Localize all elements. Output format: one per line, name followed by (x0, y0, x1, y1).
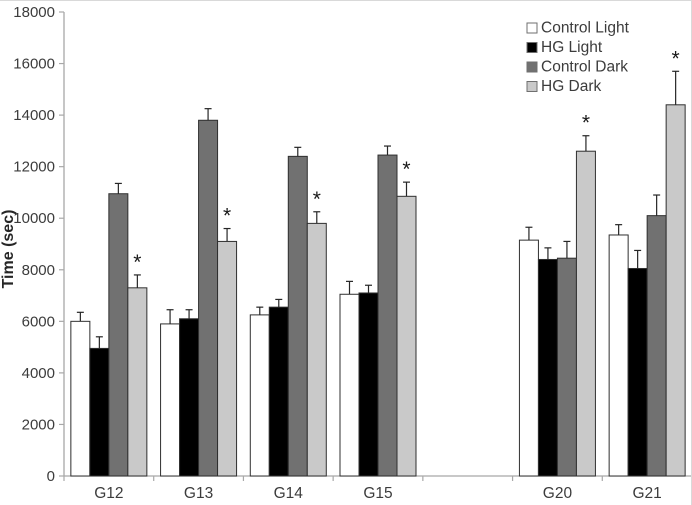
y-axis-tick-label: 10000 (13, 210, 55, 227)
legend-swatch (526, 42, 538, 53)
legend-swatch (526, 81, 538, 92)
legend-label: HG Light (541, 39, 603, 56)
bar-hg-light (268, 306, 289, 477)
bar-hg-dark (396, 195, 417, 477)
bar-control-light (339, 293, 360, 477)
bar-hg-light (179, 318, 200, 477)
bar-hg-light (537, 258, 558, 477)
y-axis-tick-label: 2000 (22, 416, 55, 433)
x-axis-category-label: G14 (274, 485, 304, 502)
y-axis-tick-label: 18000 (13, 4, 55, 21)
bar-hg-dark (217, 240, 238, 477)
significance-asterisk: * (313, 188, 321, 211)
bar-hg-light (358, 292, 379, 477)
bar-control-light (518, 239, 539, 477)
y-axis-tick-label: 12000 (13, 159, 55, 176)
bar-control-light (160, 323, 181, 477)
bar-control-dark (108, 193, 129, 477)
y-axis-tick-label: 14000 (13, 107, 55, 124)
bar-hg-light (89, 347, 110, 477)
bar-control-light (70, 320, 91, 477)
bar-hg-dark (665, 104, 686, 477)
y-axis-tick-label: 6000 (22, 313, 55, 330)
significance-asterisk: * (672, 47, 680, 70)
bar-hg-light (627, 267, 648, 477)
significance-asterisk: * (133, 251, 141, 274)
legend-swatch (526, 61, 538, 73)
bar-control-dark (287, 155, 308, 477)
significance-asterisk: * (582, 112, 590, 135)
x-axis-category-label: G20 (543, 485, 573, 502)
x-axis-category-label: G12 (94, 485, 123, 502)
bar-control-light (608, 234, 629, 477)
y-axis-tick-label: 4000 (22, 365, 55, 382)
significance-asterisk: * (402, 158, 410, 181)
bar-control-dark (377, 154, 398, 477)
x-axis-category-label: G21 (632, 485, 661, 502)
legend-label: Control Light (541, 20, 630, 37)
significance-asterisk: * (223, 205, 231, 228)
y-axis-title: Time (sec) (0, 210, 17, 289)
y-axis-tick-label: 0 (47, 468, 55, 485)
y-axis-tick-label: 16000 (13, 56, 55, 73)
bar-control-light (249, 314, 270, 477)
legend-label: HG Dark (541, 78, 602, 95)
bar-hg-dark (127, 287, 148, 477)
legend-swatch (526, 22, 538, 34)
bar-control-dark (646, 215, 667, 477)
y-axis-tick-label: 8000 (22, 262, 55, 279)
x-axis-category-label: G15 (363, 485, 392, 502)
legend-label: Control Dark (541, 59, 628, 76)
bar-control-dark (198, 119, 219, 477)
x-axis-category-label: G13 (184, 485, 213, 502)
bar-hg-dark (575, 150, 596, 477)
bar-control-dark (556, 257, 577, 477)
bar-hg-dark (306, 222, 327, 477)
